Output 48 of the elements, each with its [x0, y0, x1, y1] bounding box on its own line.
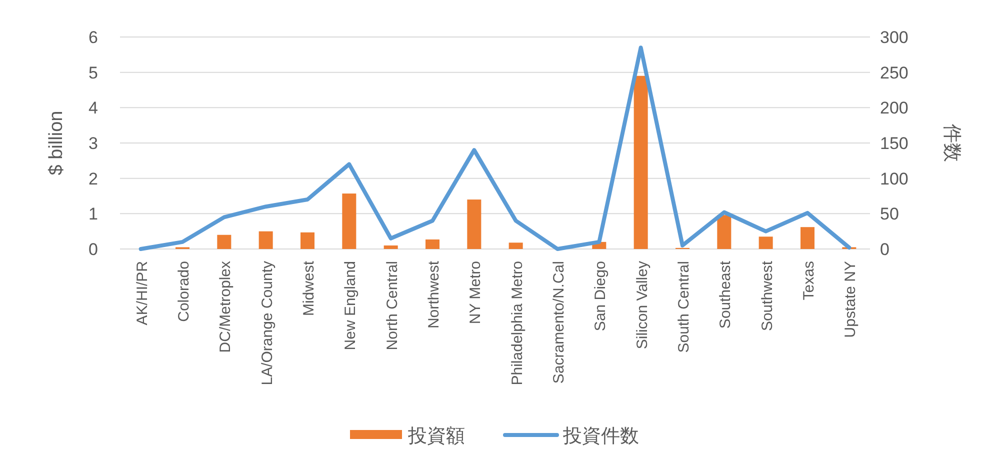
- x-tick-label: San Diego: [592, 261, 610, 332]
- bar: [384, 245, 398, 249]
- bar: [508, 242, 523, 249]
- x-tick-label: Philadelphia Metro: [508, 261, 526, 386]
- y2-axis-title: 件数: [941, 124, 962, 162]
- bar: [342, 194, 356, 249]
- x-tick-label: Southwest: [758, 260, 776, 332]
- x-tick-label: LA/Orange County: [258, 260, 276, 386]
- y2-tick-label: 250: [880, 63, 908, 82]
- y-tick-label: 4: [88, 98, 98, 118]
- bar: [426, 239, 440, 249]
- bar: [300, 232, 314, 249]
- x-tick-label: North Central: [384, 261, 401, 350]
- x-tick-label: Upstate NY: [842, 261, 860, 338]
- x-tick-label: New England: [342, 261, 360, 350]
- y-axis-title: $ billion: [46, 110, 67, 176]
- y-tick-label: 5: [88, 63, 98, 82]
- x-tick-label: Southeast: [717, 260, 734, 329]
- x-tick-label: Texas: [800, 261, 818, 300]
- bar: [758, 236, 773, 249]
- y-tick-label: 3: [88, 134, 98, 153]
- bar: [634, 76, 648, 249]
- legend-label: 投資件数: [562, 426, 639, 447]
- x-tick-label: NY Metro: [467, 261, 484, 324]
- x-tick-label: Silicon Valley: [634, 260, 651, 350]
- y-tick-label: 0: [88, 240, 98, 259]
- legend-label: 投資額: [407, 426, 465, 447]
- y2-tick-label: 0: [880, 240, 890, 259]
- y2-tick-label: 200: [880, 98, 908, 118]
- bar: [800, 227, 814, 249]
- x-tick-label: Midwest: [300, 260, 318, 316]
- bar: [717, 215, 732, 249]
- y2-tick-label: 100: [880, 169, 908, 188]
- bar: [258, 231, 273, 249]
- y-tick-label: 1: [88, 204, 98, 224]
- y2-tick-label: 150: [880, 134, 908, 153]
- bar: [217, 234, 232, 249]
- x-tick-label: South Central: [676, 261, 692, 353]
- x-tick-label: Colorado: [176, 261, 192, 322]
- bar: [467, 200, 482, 249]
- x-tick-label: AK/HI/PR: [134, 260, 151, 326]
- y-tick-label: 2: [88, 169, 98, 188]
- x-tick-label: DC/Metroplex: [217, 260, 234, 353]
- y2-tick-label: 50: [880, 204, 899, 224]
- x-tick-label: Northwest: [426, 260, 442, 329]
- x-tick-label: Sacramento/N.Cal: [550, 261, 568, 384]
- y-tick-label: 6: [88, 28, 98, 47]
- y2-tick-label: 300: [880, 28, 908, 47]
